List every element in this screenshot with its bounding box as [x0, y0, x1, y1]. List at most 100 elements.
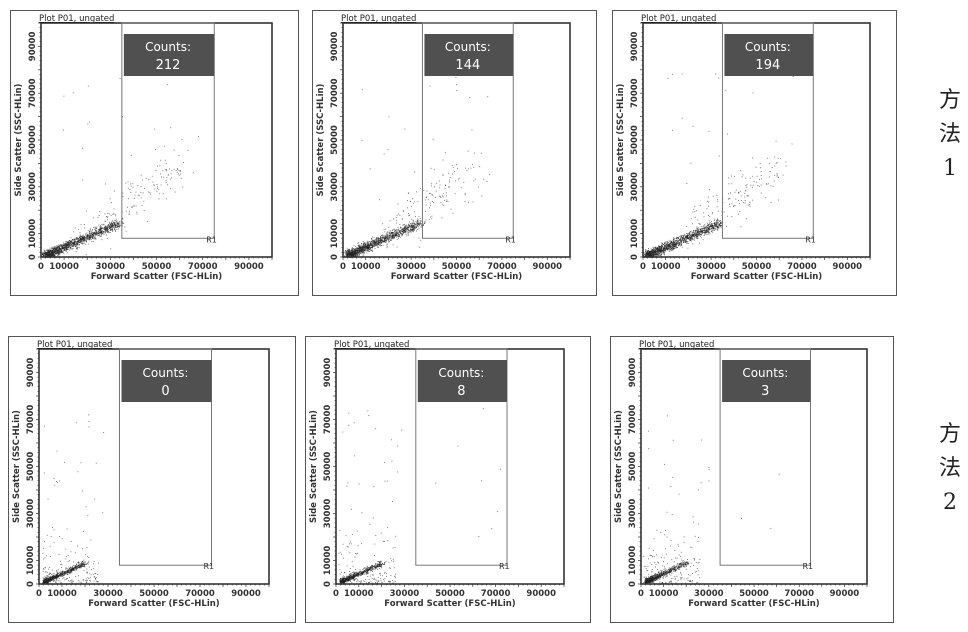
data-point [177, 169, 179, 170]
data-point [110, 227, 112, 229]
data-point [67, 252, 69, 254]
data-point [361, 245, 363, 247]
data-point [47, 249, 49, 251]
data-point [664, 244, 665, 246]
data-point [681, 235, 683, 236]
data-point [411, 228, 413, 230]
data-point [70, 244, 72, 246]
data-point [644, 254, 646, 256]
data-point [695, 210, 697, 212]
data-point [53, 250, 55, 252]
data-point [390, 240, 392, 241]
data-point [378, 243, 379, 245]
data-point [708, 226, 710, 227]
data-point [344, 255, 346, 257]
data-point [50, 252, 52, 254]
data-point [105, 231, 106, 233]
data-point [383, 237, 385, 239]
data-point [71, 242, 73, 244]
data-point [112, 224, 114, 226]
data-point [455, 77, 457, 78]
data-point [58, 253, 60, 255]
data-point [359, 250, 361, 251]
data-point [420, 226, 422, 228]
data-point [716, 224, 718, 226]
data-point [667, 244, 669, 246]
data-point [64, 248, 65, 250]
data-point [81, 242, 83, 244]
data-point [47, 251, 48, 253]
data-point [66, 244, 68, 246]
data-point [708, 130, 710, 132]
data-point [114, 223, 116, 225]
data-point [371, 242, 373, 244]
data-point [160, 159, 162, 161]
data-point [679, 238, 681, 240]
data-point [93, 236, 95, 238]
data-point [81, 236, 83, 238]
data-point [371, 251, 373, 252]
data-point [94, 236, 96, 238]
data-point [420, 223, 422, 225]
data-point [398, 237, 399, 239]
data-point [402, 218, 404, 220]
data-point [72, 239, 74, 241]
data-point [728, 197, 730, 199]
data-point [48, 254, 50, 256]
data-point [106, 217, 108, 219]
data-point [351, 250, 353, 252]
data-point [692, 234, 694, 235]
data-point [46, 253, 48, 255]
data-point [384, 234, 386, 236]
data-point [162, 193, 164, 195]
data-point [71, 248, 73, 250]
data-point [381, 239, 383, 240]
data-point [119, 221, 121, 223]
data-point [58, 250, 60, 251]
data-point [713, 220, 715, 221]
data-point [385, 228, 387, 230]
data-point [659, 246, 661, 248]
data-point [101, 227, 103, 229]
data-point [155, 149, 157, 150]
data-point [99, 231, 101, 233]
data-point [109, 229, 111, 231]
data-point [396, 234, 398, 236]
data-point [426, 196, 427, 198]
data-point [55, 249, 56, 250]
data-point [395, 233, 396, 235]
data-point [692, 235, 694, 237]
data-point [430, 204, 431, 206]
data-point [87, 235, 88, 237]
data-point [65, 245, 67, 247]
data-point [675, 238, 677, 239]
data-point [361, 243, 362, 244]
data-point [56, 250, 58, 251]
data-point [777, 176, 779, 178]
data-point [663, 251, 665, 253]
data-point [170, 188, 172, 190]
y-tick-label: 90000 [28, 32, 38, 62]
data-point [365, 243, 366, 245]
data-point [356, 247, 358, 249]
data-point [166, 169, 167, 171]
data-point [684, 233, 686, 235]
data-point [78, 241, 80, 243]
data-point [377, 237, 379, 239]
data-point [94, 236, 95, 238]
data-point [63, 249, 65, 251]
data-point [62, 244, 64, 246]
data-point [686, 241, 688, 243]
data-point [72, 242, 74, 244]
data-point [700, 230, 702, 232]
data-point [415, 222, 417, 224]
counts-value: 144 [455, 58, 480, 73]
data-point [72, 246, 74, 248]
x-tick-label: 30000 [96, 262, 126, 272]
data-point [60, 245, 62, 247]
data-point [386, 232, 388, 234]
data-point [390, 239, 392, 241]
data-point [371, 239, 373, 241]
data-point [367, 248, 369, 250]
data-point [663, 250, 665, 252]
